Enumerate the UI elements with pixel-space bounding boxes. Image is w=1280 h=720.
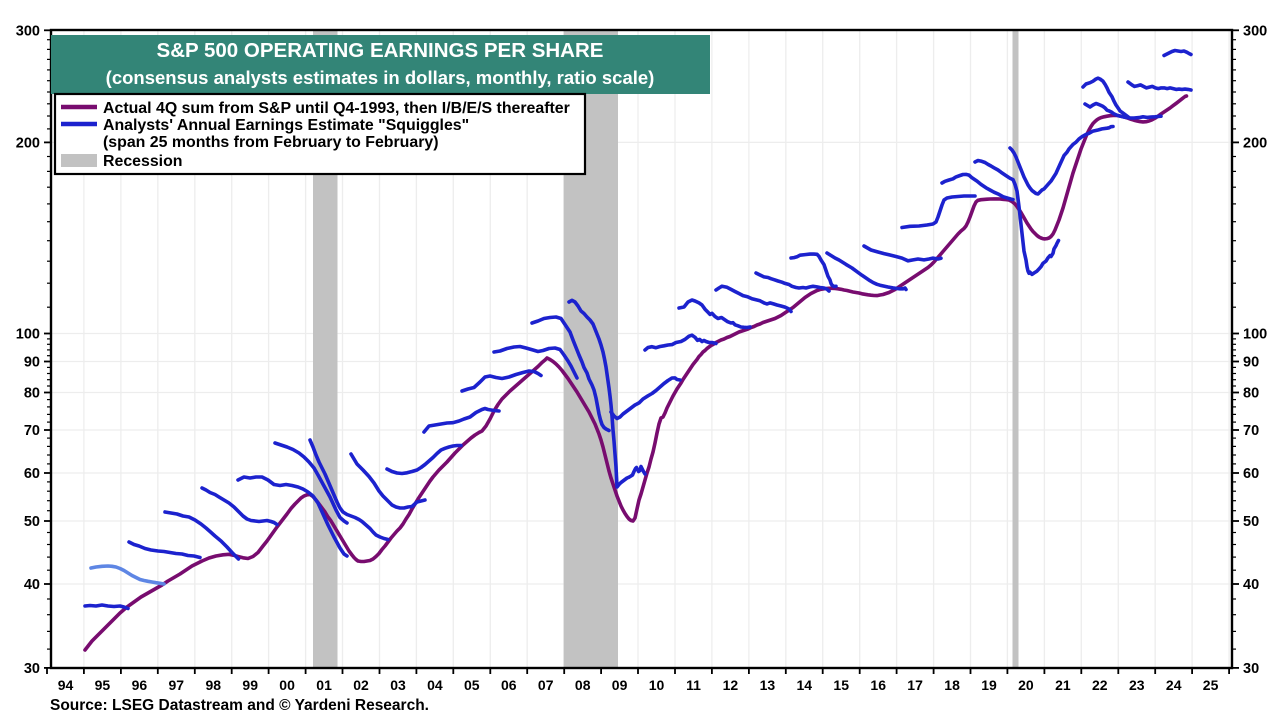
svg-text:70: 70 bbox=[24, 423, 40, 439]
svg-text:Analysts' Annual Earnings Esti: Analysts' Annual Earnings Estimate "Squi… bbox=[103, 117, 469, 134]
svg-text:Recession: Recession bbox=[103, 153, 183, 170]
svg-text:08: 08 bbox=[575, 677, 591, 693]
svg-text:30: 30 bbox=[24, 661, 40, 677]
svg-text:14: 14 bbox=[797, 677, 813, 693]
svg-text:40: 40 bbox=[1243, 577, 1259, 593]
svg-text:96: 96 bbox=[132, 677, 148, 693]
svg-text:(consensus analysts estimates: (consensus analysts estimates in dollars… bbox=[106, 67, 655, 88]
svg-text:200: 200 bbox=[1243, 135, 1267, 151]
svg-text:90: 90 bbox=[1243, 355, 1259, 371]
svg-text:10: 10 bbox=[649, 677, 665, 693]
svg-text:50: 50 bbox=[1243, 514, 1259, 530]
svg-text:30: 30 bbox=[1243, 661, 1259, 677]
svg-text:12: 12 bbox=[723, 677, 739, 693]
svg-text:24: 24 bbox=[1166, 677, 1182, 693]
svg-text:16: 16 bbox=[870, 677, 886, 693]
svg-text:50: 50 bbox=[24, 514, 40, 530]
svg-text:07: 07 bbox=[538, 677, 554, 693]
svg-text:100: 100 bbox=[16, 327, 40, 343]
svg-text:(span 25 months from February: (span 25 months from February to Februar… bbox=[103, 134, 439, 151]
svg-text:80: 80 bbox=[24, 386, 40, 402]
svg-text:04: 04 bbox=[427, 677, 443, 693]
svg-text:S&P 500 OPERATING EARNINGS PER: S&P 500 OPERATING EARNINGS PER SHARE bbox=[157, 39, 604, 62]
svg-text:94: 94 bbox=[58, 677, 74, 693]
svg-text:09: 09 bbox=[612, 677, 628, 693]
svg-text:23: 23 bbox=[1129, 677, 1145, 693]
svg-text:11: 11 bbox=[686, 677, 701, 693]
svg-text:Actual 4Q sum from S&P until Q: Actual 4Q sum from S&P until Q4-1993, th… bbox=[103, 100, 570, 117]
svg-text:00: 00 bbox=[279, 677, 295, 693]
svg-text:60: 60 bbox=[24, 466, 40, 482]
svg-text:20: 20 bbox=[1018, 677, 1034, 693]
svg-text:Source: LSEG Datastream and ©: Source: LSEG Datastream and © Yardeni Re… bbox=[50, 697, 429, 714]
svg-text:13: 13 bbox=[760, 677, 776, 693]
svg-text:18: 18 bbox=[944, 677, 960, 693]
svg-text:02: 02 bbox=[353, 677, 369, 693]
svg-text:01: 01 bbox=[316, 677, 332, 693]
svg-text:80: 80 bbox=[1243, 386, 1259, 402]
svg-text:95: 95 bbox=[95, 677, 111, 693]
svg-text:05: 05 bbox=[464, 677, 480, 693]
svg-text:97: 97 bbox=[169, 677, 185, 693]
svg-text:17: 17 bbox=[907, 677, 923, 693]
svg-text:19: 19 bbox=[981, 677, 997, 693]
svg-text:90: 90 bbox=[24, 355, 40, 371]
svg-text:200: 200 bbox=[16, 135, 40, 151]
svg-text:25: 25 bbox=[1203, 677, 1219, 693]
svg-text:06: 06 bbox=[501, 677, 517, 693]
svg-text:300: 300 bbox=[1243, 23, 1267, 39]
svg-text:15: 15 bbox=[833, 677, 849, 693]
svg-text:70: 70 bbox=[1243, 423, 1259, 439]
svg-text:60: 60 bbox=[1243, 466, 1259, 482]
svg-text:98: 98 bbox=[206, 677, 222, 693]
svg-text:03: 03 bbox=[390, 677, 406, 693]
svg-text:22: 22 bbox=[1092, 677, 1108, 693]
svg-text:40: 40 bbox=[24, 577, 40, 593]
svg-text:99: 99 bbox=[242, 677, 258, 693]
svg-text:21: 21 bbox=[1055, 677, 1071, 693]
svg-text:100: 100 bbox=[1243, 327, 1267, 343]
svg-text:300: 300 bbox=[16, 23, 40, 39]
